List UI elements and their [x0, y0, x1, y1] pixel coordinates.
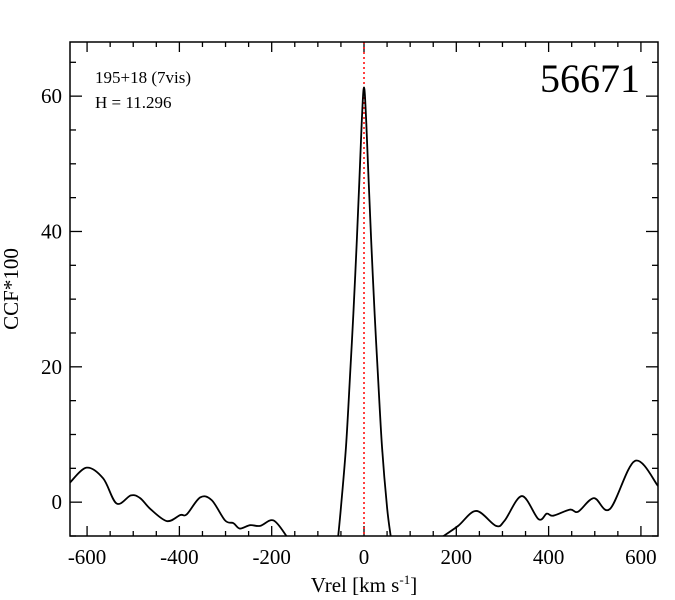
y-tick-label: 40: [41, 219, 62, 243]
series-group: [70, 86, 658, 536]
y-axis-label: CCF*100: [0, 248, 23, 330]
x-tick-label: -400: [160, 545, 199, 569]
y-tick-label: 0: [52, 490, 63, 514]
x-axis-label-end: ]: [410, 573, 417, 597]
x-tick-label: 200: [441, 545, 473, 569]
ccf-curve-segment-2: [337, 86, 392, 536]
x-tick-label: 400: [533, 545, 565, 569]
annotation-1: 195+18 (7vis): [95, 68, 191, 87]
y-tick-label: 60: [41, 84, 62, 108]
x-tick-label: 0: [359, 545, 370, 569]
x-axis-label-sup: -1: [399, 572, 410, 587]
annotation-2: H = 11.296: [95, 93, 171, 112]
chart-title: 56671: [540, 56, 640, 101]
plot-frame: [69, 41, 659, 537]
ccf-curve-segment-1: [70, 466, 288, 536]
ccf-curve-segment-3: [441, 459, 658, 536]
y-tick-label: 20: [41, 355, 62, 379]
x-tick-label: -200: [252, 545, 291, 569]
x-tick-label: 600: [625, 545, 657, 569]
x-axis-label-main: Vrel [km s: [311, 573, 400, 597]
x-tick-label: -600: [68, 545, 107, 569]
x-axis-label: Vrel [km s-1]: [311, 572, 417, 597]
tick-labels: -600 -400 -200 0 200 400 600 0 20 40 60: [41, 84, 657, 569]
axis-ticks: [70, 42, 658, 537]
